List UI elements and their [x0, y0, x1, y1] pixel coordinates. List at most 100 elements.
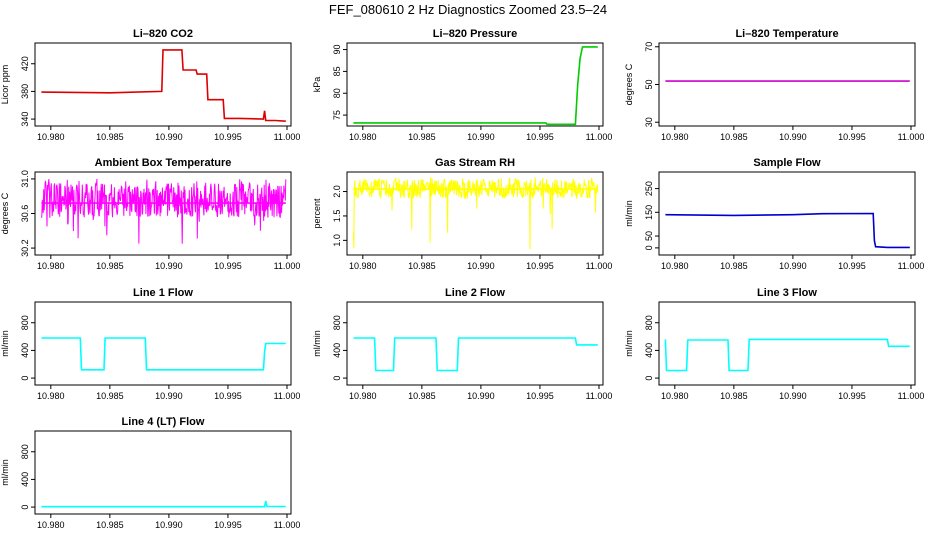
panel-2: Li–820 Pressure kPa 10.980 10.985 10.990 10.9…: [312, 28, 612, 142]
y-tick-label: 380: [20, 84, 30, 99]
y-tick-label: 420: [20, 56, 30, 71]
y-tick-label: 800: [332, 315, 342, 330]
x-tick-label: 10.990: [155, 391, 183, 401]
panel-4: Ambient Box Temperature degrees C 10.980 10…: [0, 157, 300, 271]
x-tick-label: 10.980: [661, 391, 689, 401]
plot-frame: [658, 171, 916, 256]
x-tick-label: 10.995: [838, 132, 866, 142]
y-tick-label: 150: [644, 205, 654, 220]
x-tick-label: 10.995: [526, 391, 554, 401]
series-line: [353, 46, 598, 126]
panel-8: Line 2 Flow ml/min 10.980 10.985 10.990 10.99…: [312, 287, 612, 401]
x-tick-label: 11.000: [586, 261, 613, 271]
y-tick-label: 50: [644, 79, 654, 89]
x-tick-label: 11.000: [586, 391, 613, 401]
x-tick-label: 10.980: [37, 261, 65, 271]
y-tick-label: 1.5: [332, 210, 342, 223]
y-tick-label: 0: [20, 376, 30, 381]
y-tick-label: 400: [332, 343, 342, 358]
x-tick-label: 11.000: [898, 391, 925, 401]
y-tick-label: 340: [20, 112, 30, 127]
y-tick-label: 0: [20, 505, 30, 510]
x-tick-label: 10.980: [37, 520, 65, 530]
plot-frame: [34, 301, 292, 386]
panel-title: Gas Stream RH: [435, 157, 515, 169]
figure-title: FEF_080610 2 Hz Diagnostics Zoomed 23.5–…: [328, 2, 608, 17]
panel-7: Line 1 Flow ml/min 10.980 10.985 10.990 10.99…: [0, 287, 300, 401]
x-tick-label: 10.990: [779, 391, 807, 401]
y-axis-label: percent: [312, 198, 322, 229]
x-tick-label: 10.995: [214, 391, 242, 401]
y-tick-label: 30.2: [20, 239, 30, 257]
x-tick-label: 10.980: [349, 261, 377, 271]
y-tick-label: 30: [644, 117, 654, 127]
y-tick-label: 0: [332, 376, 342, 381]
x-tick-label: 10.990: [467, 132, 495, 142]
y-axis-label: degrees C: [624, 63, 634, 105]
x-tick-label: 10.985: [408, 132, 436, 142]
y-tick-label: 800: [20, 315, 30, 330]
y-axis-label: ml/min: [624, 330, 634, 357]
x-tick-label: 10.990: [779, 132, 807, 142]
x-tick-label: 10.990: [155, 520, 183, 530]
y-axis-label: Licor ppm: [0, 65, 10, 105]
y-tick-label: 30.6: [20, 205, 30, 223]
plot-frame: [346, 301, 604, 386]
x-tick-label: 11.000: [898, 261, 925, 271]
panel-title: Li–820 CO2: [133, 28, 193, 40]
x-tick-label: 11.000: [898, 132, 925, 142]
y-tick-label: 90: [332, 45, 342, 55]
y-axis-label: degrees C: [0, 192, 10, 234]
x-tick-label: 10.990: [779, 261, 807, 271]
plot-frame: [346, 171, 604, 256]
x-tick-label: 10.985: [720, 132, 748, 142]
panel-title: Ambient Box Temperature: [95, 157, 232, 169]
panel-title: Li–820 Temperature: [735, 28, 838, 40]
x-tick-label: 10.985: [408, 391, 436, 401]
panel-title: Line 4 (LT) Flow: [122, 416, 205, 428]
x-tick-label: 10.990: [467, 261, 495, 271]
x-tick-label: 10.985: [96, 520, 124, 530]
x-tick-label: 11.000: [274, 391, 301, 401]
x-tick-label: 10.980: [349, 391, 377, 401]
y-axis-label: ml/min: [312, 330, 322, 357]
panel-6: Sample Flow ml/min 10.980 10.985 10.990 10.99…: [624, 157, 924, 271]
y-tick-label: 400: [20, 472, 30, 487]
x-tick-label: 10.995: [526, 261, 554, 271]
plot-frame: [34, 42, 292, 127]
plot-frame: [346, 42, 604, 127]
y-tick-label: 0: [644, 376, 654, 381]
series-noise: [40, 178, 287, 244]
y-axis-label: ml/min: [0, 459, 10, 486]
x-tick-label: 10.985: [96, 261, 124, 271]
y-tick-label: 80: [332, 88, 342, 98]
plot-frame: [658, 42, 916, 127]
series-line: [353, 337, 598, 372]
x-tick-label: 11.000: [274, 520, 301, 530]
x-tick-label: 10.985: [96, 391, 124, 401]
y-axis-label: ml/min: [0, 330, 10, 357]
y-tick-label: 70: [644, 42, 654, 52]
panel-1: Li–820 CO2 Licor ppm 10.980 10.985 10.990 10.…: [0, 28, 300, 142]
panel-3: Li–820 Temperature degrees C 10.980 10.985 1…: [624, 28, 924, 142]
x-tick-label: 11.000: [586, 132, 613, 142]
x-tick-label: 10.995: [526, 132, 554, 142]
y-axis-label: ml/min: [624, 200, 634, 227]
y-tick-label: 250: [644, 181, 654, 196]
panel-title: Line 1 Flow: [133, 287, 193, 299]
x-tick-label: 10.995: [214, 520, 242, 530]
plot-frame: [658, 301, 916, 386]
panel-5: Gas Stream RH percent 10.980 10.985 10.990 10…: [312, 157, 612, 271]
y-tick-label: 800: [644, 315, 654, 330]
x-tick-label: 10.980: [661, 261, 689, 271]
x-tick-label: 10.985: [408, 261, 436, 271]
x-tick-label: 11.000: [274, 261, 301, 271]
x-tick-label: 10.995: [838, 391, 866, 401]
y-tick-label: 75: [332, 110, 342, 120]
x-tick-label: 10.995: [838, 261, 866, 271]
panel-9: Line 3 Flow ml/min 10.980 10.985 10.990 10.99…: [624, 287, 924, 401]
x-tick-label: 10.980: [661, 132, 689, 142]
x-tick-label: 10.990: [155, 261, 183, 271]
y-tick-label: 400: [20, 343, 30, 358]
